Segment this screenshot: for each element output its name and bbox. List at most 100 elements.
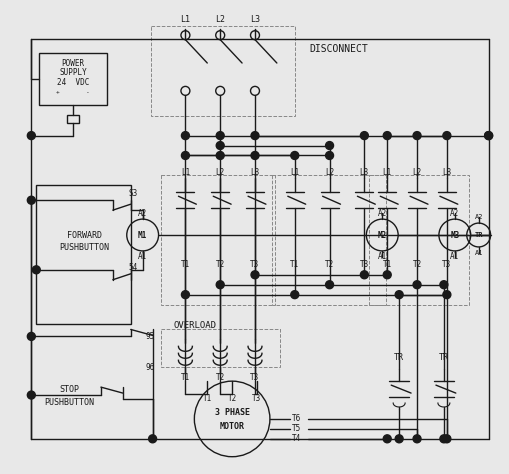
Text: T2: T2	[324, 260, 333, 269]
Bar	[160, 175, 274, 305]
Text: T3: T3	[250, 373, 259, 382]
Bar	[39, 53, 107, 105]
Text: T1: T1	[202, 393, 212, 402]
Text: T5: T5	[291, 424, 300, 433]
Text: T3: T3	[250, 260, 259, 269]
Text: L3: L3	[359, 168, 368, 177]
Text: DISCONNECT: DISCONNECT	[309, 44, 367, 54]
Text: A1: A1	[473, 250, 482, 256]
Circle shape	[442, 291, 450, 299]
Circle shape	[250, 132, 259, 139]
Text: TR: TR	[393, 353, 403, 362]
Circle shape	[181, 132, 189, 139]
Text: T3: T3	[359, 260, 368, 269]
Circle shape	[439, 435, 447, 443]
Circle shape	[216, 142, 224, 149]
Text: 95: 95	[145, 332, 154, 341]
Text: L3: L3	[441, 168, 450, 177]
Text: T1: T1	[290, 260, 299, 269]
Circle shape	[412, 435, 420, 443]
Circle shape	[32, 266, 40, 274]
Bar	[271, 175, 385, 305]
Text: M2: M2	[377, 230, 386, 239]
Circle shape	[290, 152, 298, 159]
Text: +       -: + -	[56, 91, 90, 95]
Text: A1: A1	[138, 252, 147, 261]
Circle shape	[325, 281, 333, 289]
Text: T1: T1	[180, 373, 190, 382]
Circle shape	[484, 132, 492, 139]
Text: T3: T3	[252, 393, 261, 402]
Text: A2: A2	[377, 209, 386, 218]
Text: 54: 54	[128, 264, 138, 273]
Text: T2: T2	[227, 393, 236, 402]
Text: MOTOR: MOTOR	[219, 422, 244, 431]
Text: T3: T3	[441, 260, 450, 269]
Text: L1: L1	[382, 168, 391, 177]
Circle shape	[325, 152, 333, 159]
Text: A1: A1	[449, 252, 459, 261]
Circle shape	[27, 132, 35, 139]
Text: M3: M3	[449, 230, 459, 239]
Text: T2: T2	[215, 373, 224, 382]
Text: L2: L2	[324, 168, 333, 177]
Circle shape	[27, 391, 35, 399]
Text: T6: T6	[291, 414, 300, 423]
Text: T1: T1	[382, 260, 391, 269]
Bar	[150, 26, 294, 116]
Circle shape	[412, 281, 420, 289]
Circle shape	[360, 132, 367, 139]
Text: T2: T2	[215, 260, 224, 269]
Circle shape	[216, 152, 224, 159]
Text: T4: T4	[291, 434, 300, 443]
Text: L3: L3	[250, 168, 259, 177]
Circle shape	[394, 291, 402, 299]
Text: L2: L2	[215, 15, 225, 24]
Text: OVERLOAD: OVERLOAD	[174, 321, 216, 330]
Text: A2: A2	[473, 214, 482, 220]
Text: FORWARD: FORWARD	[66, 230, 101, 239]
Text: L1: L1	[180, 168, 190, 177]
Bar	[36, 185, 130, 325]
Circle shape	[181, 152, 189, 159]
Circle shape	[181, 291, 189, 299]
Text: PUSHBUTTON: PUSHBUTTON	[59, 244, 109, 253]
Circle shape	[382, 435, 390, 443]
Text: 3 PHASE: 3 PHASE	[214, 409, 249, 418]
Circle shape	[216, 281, 224, 289]
Circle shape	[325, 142, 333, 149]
Circle shape	[484, 132, 492, 139]
Circle shape	[442, 132, 450, 139]
Text: TR: TR	[473, 232, 482, 238]
Text: POWER: POWER	[62, 58, 84, 67]
Circle shape	[412, 132, 420, 139]
Text: L2: L2	[215, 168, 224, 177]
Circle shape	[439, 281, 447, 289]
Circle shape	[250, 152, 259, 159]
Bar	[369, 175, 468, 305]
Bar	[160, 329, 279, 367]
Text: T1: T1	[180, 260, 190, 269]
Circle shape	[148, 435, 156, 443]
Text: M1: M1	[138, 230, 147, 239]
Text: A2: A2	[449, 209, 459, 218]
Text: SUPPLY: SUPPLY	[59, 68, 87, 77]
Circle shape	[27, 196, 35, 204]
Circle shape	[216, 132, 224, 139]
Text: L1: L1	[290, 168, 299, 177]
Text: 96: 96	[145, 363, 154, 372]
Text: L3: L3	[249, 15, 260, 24]
Text: PUSHBUTTON: PUSHBUTTON	[44, 398, 94, 407]
Text: STOP: STOP	[59, 384, 79, 393]
Text: 24  VDC: 24 VDC	[57, 78, 89, 87]
Bar	[67, 115, 79, 123]
Text: S3: S3	[128, 189, 138, 198]
Text: A2: A2	[138, 209, 147, 218]
Circle shape	[382, 132, 390, 139]
Circle shape	[360, 271, 367, 279]
Text: L1: L1	[180, 15, 190, 24]
Text: TR: TR	[438, 353, 448, 362]
Text: A1: A1	[377, 252, 386, 261]
Circle shape	[382, 271, 390, 279]
Circle shape	[394, 435, 402, 443]
